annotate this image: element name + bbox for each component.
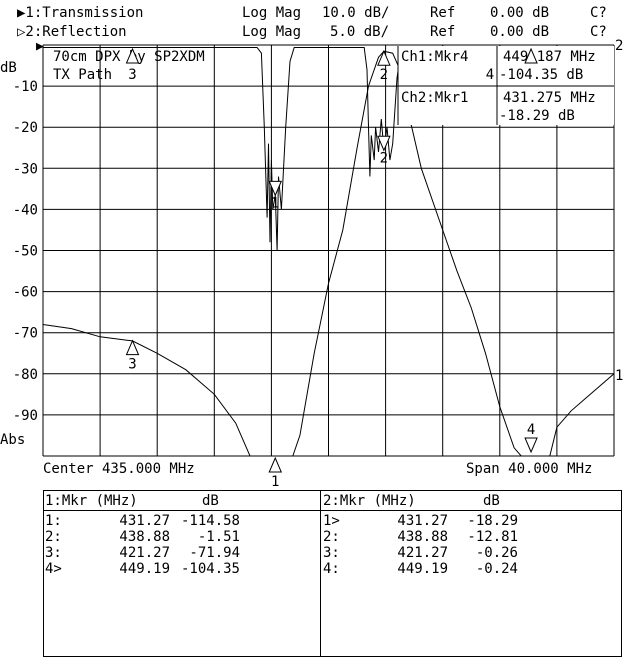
y-tick-label: -40 — [13, 202, 38, 218]
trace-1 — [42, 50, 615, 457]
ch2-scale: 5.0 dB/ — [330, 24, 389, 40]
ch2-marker-1 — [268, 180, 283, 197]
ch1-marker-4-label: 4 — [527, 422, 535, 438]
y-tick-label: -70 — [13, 326, 38, 342]
ch1-ref: 0.00 dB — [490, 5, 549, 21]
center-frequency: Center 435.000 MHz — [43, 461, 195, 477]
ch2-table-header-db: dB — [483, 493, 500, 509]
span: Span 40.000 MHz — [466, 461, 592, 477]
ch2-marker-4-label: 4 — [486, 67, 494, 83]
ch2-marker-3 — [125, 47, 140, 64]
ch1-label: ▶1:Transmission — [17, 5, 143, 21]
ch2-table-row-index: 4: — [323, 561, 340, 577]
y-tick-label: -20 — [13, 120, 38, 136]
y-tick-label: -50 — [13, 244, 38, 260]
ch1-table-row-db: -104.35 — [181, 561, 240, 577]
marker-table: 1:Mkr (MHz) dB 2:Mkr (MHz) dB 1: 431.27 -1… — [43, 490, 622, 657]
ch1-marker-value: -104.35 dB — [499, 67, 583, 83]
ch1-marker-1 — [268, 456, 283, 473]
ch1-table-row-db: -114.58 — [181, 513, 240, 529]
ch2-table-row-index: 1> — [323, 513, 340, 529]
ch2-marker-2 — [377, 135, 391, 152]
ch1-table-row-db: -1.51 — [198, 529, 240, 545]
ch1-table-row-index: 3: — [45, 545, 62, 561]
ch2-table-row-freq: 421.27 — [397, 545, 448, 561]
ch2-table-row-freq: 449.19 — [397, 561, 448, 577]
ch2-table-row-index: 2: — [323, 529, 340, 545]
y-tick-label: -80 — [13, 367, 38, 383]
ch2-table-row-freq: 438.88 — [397, 529, 448, 545]
ch2-status: C? — [590, 24, 607, 40]
ch2-table-row-index: 3: — [323, 545, 340, 561]
y-unit-top: dB — [0, 60, 17, 76]
ch1-table-header-mkr: 1:Mkr (MHz) — [45, 493, 138, 509]
ch1-format: Log Mag — [242, 5, 301, 21]
ch1-ref-label: Ref — [430, 5, 455, 21]
ref-line-right: 2 — [615, 38, 623, 54]
ch2-marker-label: Ch2:Mkr1 — [401, 90, 468, 106]
ch2-marker-freq: 431.275 MHz — [503, 90, 596, 106]
ch2-marker-3-label: 3 — [128, 67, 136, 83]
ch2-table-row-db: -12.81 — [467, 529, 518, 545]
ch2-marker-2-label: 2 — [380, 150, 388, 166]
ch1-marker-1-label: 1 — [271, 474, 279, 490]
axis-labels: ▶ 2 1 dB Abs Center 435.000 MHz Span 40.… — [0, 38, 623, 477]
ch1-marker-freq: 449.187 MHz — [503, 49, 596, 65]
ch2-marker-4 — [524, 47, 538, 64]
ch1-end-label: 1 — [615, 368, 623, 384]
ch2-table-row-db: -18.29 — [467, 513, 518, 529]
ch1-marker-2-label: 2 — [380, 67, 388, 83]
ch1-marker-label: Ch1:Mkr4 — [401, 49, 468, 65]
y-tick-label: -60 — [13, 285, 38, 301]
ch1-table-row-db: -71.94 — [189, 545, 240, 561]
ch1-table-row-freq: 438.88 — [119, 529, 170, 545]
y-axis-labels: -10 -20 -30 -40 -50 -60 -70 -80 -90 — [13, 79, 38, 424]
ch1-marker-2 — [377, 49, 391, 66]
markers: 1 2 3 4 1 2 3 4 — [125, 47, 538, 490]
ch2-table-row-db: -0.24 — [476, 561, 518, 577]
ch2-ref-label: Ref — [430, 24, 455, 40]
channel-header: ▶1:Transmission Log Mag 10.0 dB/ Ref 0.0… — [17, 5, 607, 40]
ch1-table-row-index: 4> — [45, 561, 62, 577]
ch1-table-row-freq: 421.27 — [119, 545, 170, 561]
ch1-table-row-freq: 431.27 — [119, 513, 170, 529]
ch1-marker-3 — [125, 339, 140, 356]
ch1-marker-4 — [524, 437, 538, 454]
y-tick-label: -30 — [13, 161, 38, 177]
ch2-ref: 0.00 dB — [490, 24, 549, 40]
ch2-marker-1-label: 1 — [271, 195, 279, 211]
ch2-table-header-mkr: 2:Mkr (MHz) — [323, 493, 416, 509]
ch2-format: Log Mag — [242, 24, 301, 40]
trace-2 — [43, 47, 615, 251]
ch2-label: ▷2:Reflection — [17, 24, 127, 40]
ch1-table-row-index: 1: — [45, 513, 62, 529]
y-tick-label: -10 — [13, 79, 38, 95]
ch2-table-row-freq: 431.27 — [397, 513, 448, 529]
traces — [42, 47, 615, 457]
ch2-table-row-db: -0.26 — [476, 545, 518, 561]
y-tick-label: -90 — [13, 408, 38, 424]
ch1-table-header-db: dB — [202, 493, 219, 509]
y-unit-bottom: Abs — [0, 432, 25, 448]
ch1-marker-3-label: 3 — [128, 357, 136, 373]
ch1-table-row-index: 2: — [45, 529, 62, 545]
ref-line-left: ▶ — [36, 39, 44, 54]
ch1-scale: 10.0 dB/ — [322, 5, 389, 21]
plot-subtitle: TX Path — [53, 67, 112, 83]
ch1-status: C? — [590, 5, 607, 21]
ch1-table-row-freq: 449.19 — [119, 561, 170, 577]
ch2-marker-value: -18.29 dB — [499, 108, 575, 124]
